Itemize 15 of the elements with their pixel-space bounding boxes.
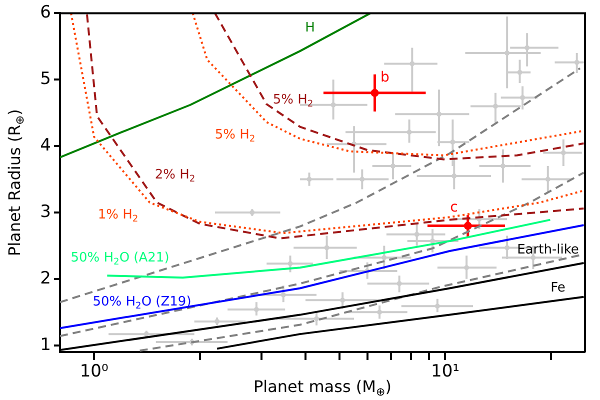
series-label: H <box>305 20 315 36</box>
series-label: b <box>380 70 390 86</box>
y-tick-label: 1 <box>40 334 51 355</box>
x-tick-label: 10¹ <box>431 362 460 382</box>
series-label: Earth-like <box>517 242 579 258</box>
y-tick-label: 4 <box>40 135 51 156</box>
y-axis-title: Planet Radius (R⊕) <box>5 109 27 256</box>
x-tick-label: 10⁰ <box>80 362 108 382</box>
y-tick-label: 6 <box>40 2 51 23</box>
series-label: Fe <box>550 280 566 296</box>
y-tick-label: 5 <box>40 69 51 90</box>
y-tick-label: 2 <box>40 268 51 288</box>
x-axis-title: Planet mass (M⊕) <box>253 377 392 399</box>
series-label: c <box>450 200 458 216</box>
y-tick-label: 3 <box>40 202 51 222</box>
